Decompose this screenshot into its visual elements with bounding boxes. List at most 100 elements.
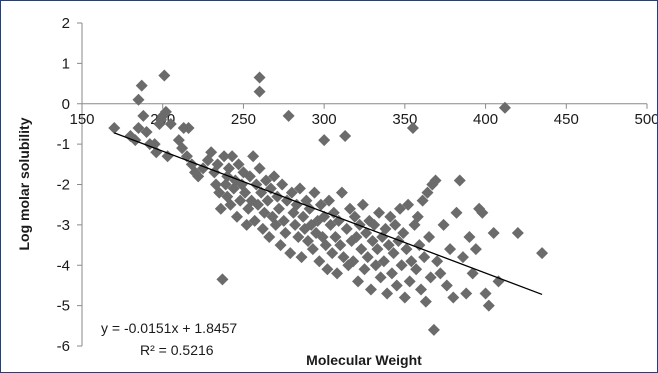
data-point (282, 109, 295, 122)
x-tick-label: 350 (392, 111, 417, 128)
data-point (390, 279, 403, 292)
data-point (343, 202, 356, 215)
data-point (418, 251, 431, 264)
data-point (108, 121, 121, 134)
data-point (269, 218, 282, 231)
data-point (192, 170, 205, 183)
data-point (456, 251, 469, 264)
data-point (469, 243, 482, 256)
data-point (415, 283, 427, 296)
data-point (427, 323, 440, 336)
data-point (511, 226, 524, 239)
data-point (219, 178, 232, 191)
data-point (135, 79, 148, 92)
data-point (387, 247, 400, 260)
y-tick-label: 1 (62, 55, 70, 72)
data-point (321, 263, 334, 276)
data-point (487, 226, 500, 239)
x-tick-label: 400 (473, 111, 498, 128)
data-point (313, 255, 326, 268)
data-point (482, 299, 495, 312)
data-point (279, 226, 292, 239)
x-tick-label: 250 (231, 111, 256, 128)
data-point (274, 239, 287, 252)
data-point (253, 85, 266, 98)
data-point (176, 142, 189, 155)
data-point (406, 121, 419, 134)
data-point (302, 235, 314, 248)
data-point (498, 101, 511, 114)
data-point (284, 247, 297, 260)
data-point (326, 247, 339, 260)
data-point (385, 267, 398, 280)
data-point (392, 235, 405, 248)
data-point (347, 255, 360, 268)
data-point (213, 186, 226, 199)
y-tick-label: -1 (57, 136, 70, 153)
data-point (463, 230, 476, 243)
x-tick-label: 450 (554, 111, 579, 128)
data-point (360, 226, 373, 239)
data-point (234, 194, 247, 207)
data-point (361, 251, 374, 264)
data-point (394, 202, 407, 215)
data-point (421, 186, 434, 199)
data-point (224, 198, 237, 211)
data-point (405, 255, 418, 268)
data-point (356, 198, 369, 211)
data-point (258, 206, 271, 219)
data-point (339, 130, 352, 143)
data-point (137, 109, 150, 122)
x-tick-label: 500 (634, 111, 657, 128)
data-point (429, 174, 442, 187)
data-point (479, 287, 492, 300)
y-tick-label: -2 (57, 177, 70, 194)
data-point (150, 146, 163, 159)
data-point (248, 214, 261, 227)
data-point (410, 263, 423, 276)
data-point (329, 230, 342, 243)
data-points (108, 69, 549, 336)
data-point (319, 239, 332, 252)
data-point (308, 186, 321, 199)
data-point (377, 255, 390, 268)
data-point (332, 214, 345, 227)
data-point (318, 134, 331, 147)
data-point (253, 71, 266, 84)
data-point (295, 251, 308, 264)
data-point (268, 170, 281, 183)
data-point (374, 271, 387, 284)
trendline-layer (114, 132, 543, 296)
data-point (182, 121, 195, 134)
data-point (214, 202, 227, 215)
data-point (416, 194, 429, 207)
data-point (256, 222, 269, 235)
data-point (440, 279, 453, 292)
data-point (437, 218, 450, 231)
data-point (352, 275, 365, 288)
data-point (400, 243, 413, 256)
data-point (492, 275, 505, 288)
data-point (337, 251, 350, 264)
data-point (132, 121, 145, 134)
y-tick-label: -6 (57, 338, 70, 355)
data-point (350, 230, 363, 243)
data-point (364, 283, 377, 296)
data-point (371, 243, 384, 256)
data-point (395, 259, 408, 272)
data-point (382, 239, 395, 252)
data-point (424, 271, 437, 284)
data-point (368, 218, 381, 231)
data-point (444, 243, 457, 256)
data-point (355, 243, 368, 256)
data-point (276, 178, 289, 191)
data-point (263, 230, 276, 243)
y-tick-label: 2 (62, 15, 70, 32)
data-point (389, 218, 402, 231)
data-point (232, 158, 245, 171)
data-point (277, 214, 290, 227)
data-point (314, 198, 327, 211)
tick-labels: -6-5-4-3-2-1012150200250300350400450500 (57, 15, 657, 355)
